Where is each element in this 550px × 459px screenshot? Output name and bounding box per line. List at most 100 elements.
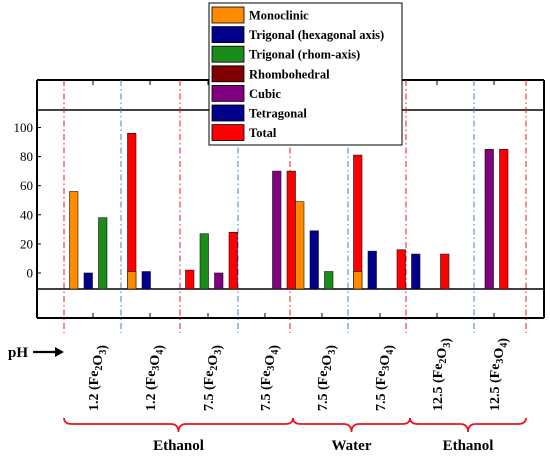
group-label: Water [332, 438, 372, 454]
compound-element: O [435, 348, 450, 359]
category-label-text: 7.5 (Fe3O4) [374, 345, 397, 411]
category-labels: 1.2 (Fe2O3)1.2 (Fe3O4)7.5 (Fe2O3)7.5 (Fe… [87, 338, 511, 411]
bar-trigonal-hexagonal-axis [309, 230, 319, 290]
compound-element: O [320, 355, 335, 366]
bar-monoclinic [127, 271, 137, 290]
bar-total [127, 132, 137, 290]
bar-trigonal-rhom-axis [98, 217, 108, 290]
category-label-text: 1.2 (Fe2O3) [87, 345, 110, 411]
compound-element: O [148, 355, 163, 366]
compound-element: Fe [374, 371, 389, 386]
bar-trigonal-hexagonal-axis [83, 272, 93, 290]
legend-label: Trigonal (rhom-axis) [249, 48, 360, 62]
category-label: 7.5 (Fe3O4) [259, 345, 282, 411]
category-label-text: 12.5 (Fe3O4) [488, 338, 511, 411]
category-ph-value: 7.5 ( [316, 385, 331, 411]
category-label: 7.5 (Fe3O4) [374, 345, 397, 411]
category-close-paren: ) [439, 338, 454, 343]
compound-element: Fe [488, 364, 503, 379]
legend-label: Rhombohedral [249, 67, 330, 81]
ph-arrow-head [55, 347, 64, 357]
bar-monoclinic [353, 271, 363, 290]
legend: Monoclinic Trigonal (hexagonal axis) Trigo… [208, 2, 403, 146]
category-ph-value: 12.5 ( [488, 378, 503, 411]
category-label: 12.5 (Fe2O3) [431, 338, 454, 411]
legend-swatch [211, 6, 245, 24]
y-axis: 0 20 40 60 80 100 [14, 120, 41, 280]
compound-element: Fe [259, 371, 274, 386]
bar-trigonal-rhom-axis [199, 233, 209, 290]
y-tick-label: 40 [20, 207, 33, 222]
bar-total [440, 253, 450, 290]
category-close-paren: ) [152, 345, 167, 350]
bar-cubic [484, 148, 494, 290]
compound-element: Fe [144, 371, 159, 386]
category-label-text: 12.5 (Fe2O3) [431, 338, 454, 411]
bar-total [286, 170, 296, 290]
bars [69, 132, 509, 290]
category-close-paren: ) [210, 345, 225, 350]
compound-subscript: 4 [385, 350, 396, 355]
compound-element: Fe [87, 371, 102, 386]
compound-element: O [206, 355, 221, 366]
legend-swatch [211, 104, 245, 122]
legend-swatch [211, 65, 245, 83]
category-close-paren: ) [95, 345, 110, 350]
category-label-text: 7.5 (Fe2O3) [316, 345, 339, 411]
legend-label: Monoclinic [249, 9, 309, 23]
compound-subscript: 3 [442, 343, 453, 348]
category-label: 7.5 (Fe2O3) [316, 345, 339, 411]
compound-subscript: 4 [499, 343, 510, 348]
group-brace [292, 417, 411, 433]
compound-element: O [91, 355, 106, 366]
bar-trigonal-hexagonal-axis [141, 271, 151, 290]
compound-element: Fe [431, 364, 446, 379]
category-label-text: 1.2 (Fe3O4) [144, 345, 167, 411]
category-close-paren: ) [267, 345, 282, 350]
compound-subscript: 3 [495, 359, 506, 364]
compound-subscript: 3 [327, 350, 338, 355]
legend-swatch [211, 26, 245, 44]
compound-subscript: 4 [270, 350, 281, 355]
compound-subscript: 2 [323, 366, 334, 371]
bar-monoclinic [69, 191, 79, 290]
category-ph-value: 12.5 ( [431, 378, 446, 411]
bar-cubic [214, 272, 224, 290]
legend-swatch [211, 85, 245, 102]
bar-cubic [272, 170, 282, 290]
ph-indicator: pH [8, 345, 64, 361]
compound-subscript: 3 [151, 366, 162, 371]
bar-total [228, 231, 238, 290]
category-close-paren: ) [496, 338, 511, 343]
category-label: 12.5 (Fe3O4) [488, 338, 511, 411]
compound-element: O [378, 355, 393, 366]
bar-total [185, 269, 195, 290]
bar-trigonal-rhom-axis [324, 271, 334, 290]
category-close-paren: ) [324, 345, 339, 350]
legend-label: Trigonal (hexagonal axis) [249, 28, 384, 42]
bar-total [396, 249, 406, 290]
legend-label: Cubic [249, 87, 281, 101]
category-ph-value: 7.5 ( [202, 385, 217, 411]
category-ph-value: 7.5 ( [374, 385, 389, 411]
bar-total [499, 148, 509, 290]
group-brace [63, 417, 294, 433]
compound-subscript: 3 [213, 350, 224, 355]
group-label: Ethanol [153, 438, 204, 454]
bar-trigonal-hexagonal-axis [411, 253, 421, 290]
category-label: 7.5 (Fe2O3) [202, 345, 225, 411]
compound-subscript: 2 [438, 359, 449, 364]
category-close-paren: ) [382, 345, 397, 350]
bar-total [353, 154, 363, 290]
category-ph-value: 1.2 ( [144, 385, 159, 411]
bar-monoclinic [295, 201, 305, 290]
y-tick-label: 20 [20, 236, 33, 251]
category-label: 1.2 (Fe2O3) [87, 345, 110, 411]
compound-subscript: 3 [381, 366, 392, 371]
compound-subscript: 3 [266, 366, 277, 371]
group-label: Ethanol [443, 438, 494, 454]
category-label: 1.2 (Fe3O4) [144, 345, 167, 411]
compound-element: Fe [202, 371, 217, 386]
group-braces: Ethanol Water Ethanol [63, 417, 527, 454]
